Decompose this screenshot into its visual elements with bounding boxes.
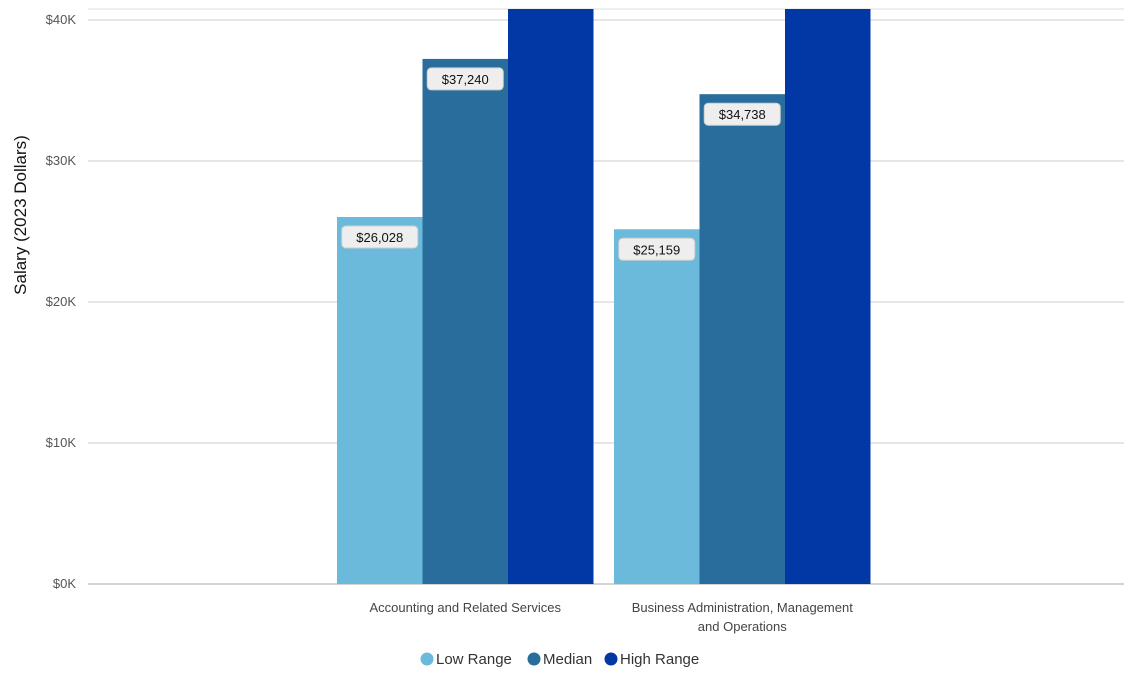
legend-marker (420, 652, 434, 666)
legend-item: Low Range (420, 651, 512, 668)
y-tick-labels: $0K $10K $20K $30K $40K (46, 12, 77, 591)
data-label-box (618, 237, 696, 261)
data-label-box (703, 102, 781, 126)
legend-marker (527, 652, 541, 666)
legend-label: High Range (620, 651, 699, 668)
legend-item: High Range (604, 651, 699, 668)
bar-low-range (337, 217, 423, 585)
bar-median (699, 94, 785, 584)
bar-high-range (785, 9, 871, 584)
data-label-box (341, 225, 419, 249)
y-tick-label: $30K (46, 153, 77, 168)
data-label: $34,738 (703, 102, 781, 126)
category-labels: Accounting and Related Services Business … (369, 600, 853, 634)
data-labels: $26,028 $25,159 $37,240 $34,738 (341, 67, 781, 261)
y-tick-label: $10K (46, 435, 77, 450)
data-label: $26,028 (341, 225, 419, 249)
legend-label: Median (543, 651, 592, 668)
category-label: Business Administration, Management and O… (632, 600, 854, 634)
data-label: $25,159 (618, 237, 696, 261)
legend-marker (604, 652, 618, 666)
grid-lines (88, 8, 1124, 585)
data-label-text: $37,240 (442, 72, 489, 87)
data-label: $37,240 (426, 67, 504, 91)
y-axis-label: Salary (2023 Dollars) (11, 135, 30, 295)
legend: Low Range Median High Range (420, 651, 699, 668)
y-tick-label: $20K (46, 294, 77, 309)
data-label-box (426, 67, 504, 91)
bar-high-range (508, 9, 594, 584)
data-label-text: $26,028 (356, 230, 403, 245)
bar-low-range (614, 229, 700, 584)
y-tick-label: $40K (46, 12, 77, 27)
legend-label: Low Range (436, 651, 512, 668)
y-tick-label: $0K (53, 576, 76, 591)
data-label-text: $34,738 (719, 107, 766, 122)
bars (337, 9, 871, 585)
bar-median (422, 58, 508, 584)
category-label: Accounting and Related Services (369, 600, 561, 615)
data-label-text: $25,159 (633, 242, 680, 257)
legend-item: Median (527, 651, 592, 668)
